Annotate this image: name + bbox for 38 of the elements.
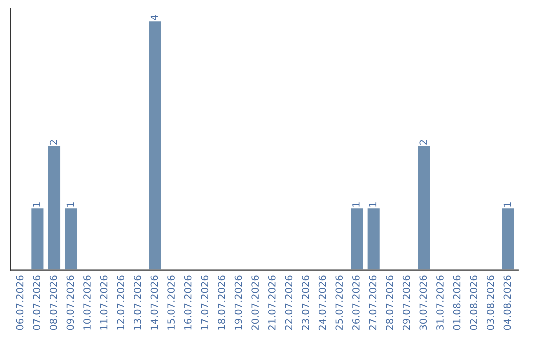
x-tick-label: 19.07.2026	[234, 276, 242, 330]
x-tick-label: 12.07.2026	[117, 276, 125, 330]
data-label: 1	[369, 202, 377, 207]
x-tick-label: 30.07.2026	[420, 276, 428, 330]
x-tick-label: 10.07.2026	[84, 276, 91, 330]
x-tick-label: 29.07.2026	[402, 276, 410, 330]
data-label: 1	[504, 202, 511, 207]
x-tick-label: 22.07.2026	[285, 276, 293, 330]
x-tick-label: 18.07.2026	[218, 276, 226, 330]
x-tick-label: 26.07.2026	[352, 276, 360, 330]
x-tick-label: 03.08.2026	[486, 276, 494, 330]
data-label: 2	[50, 140, 58, 145]
x-tick-label: 11.07.2026	[100, 276, 108, 330]
data-label: 1	[33, 202, 40, 207]
x-tick-label: 15.07.2026	[168, 276, 175, 330]
x-tick-label: 04.08.2026	[504, 276, 512, 330]
x-tick-label: 07.07.2026	[33, 276, 41, 330]
x-tick-label: 06.07.2026	[16, 276, 24, 330]
data-label: 1	[66, 202, 74, 207]
x-tick-label: 17.07.2026	[201, 276, 209, 330]
x-tick-label: 20.07.2026	[252, 276, 260, 330]
x-tick-label: 14.07.2026	[150, 276, 158, 330]
x-tick-label: 28.07.2026	[386, 276, 394, 330]
x-tick-label: 25.07.2026	[336, 276, 344, 330]
x-tick-label: 23.07.2026	[302, 276, 310, 330]
x-tick-label: 31.07.2026	[436, 276, 444, 330]
data-label: 2	[420, 140, 427, 145]
data-label: 1	[352, 202, 360, 207]
x-tick-label: 16.07.2026	[184, 276, 192, 330]
x-tick-label: 27.07.2026	[369, 276, 377, 330]
x-tick-label: 08.07.2026	[50, 276, 58, 330]
x-tick-label: 02.08.2026	[470, 276, 478, 330]
x-tick-label: 01.08.2026	[453, 276, 461, 330]
x-tick-label: 13.07.2026	[134, 276, 142, 330]
data-label: 4	[150, 15, 158, 20]
x-tick-label: 21.07.2026	[268, 276, 276, 330]
x-tick-label: 09.07.2026	[66, 276, 74, 330]
x-tick-label: 24.07.2026	[318, 276, 326, 330]
